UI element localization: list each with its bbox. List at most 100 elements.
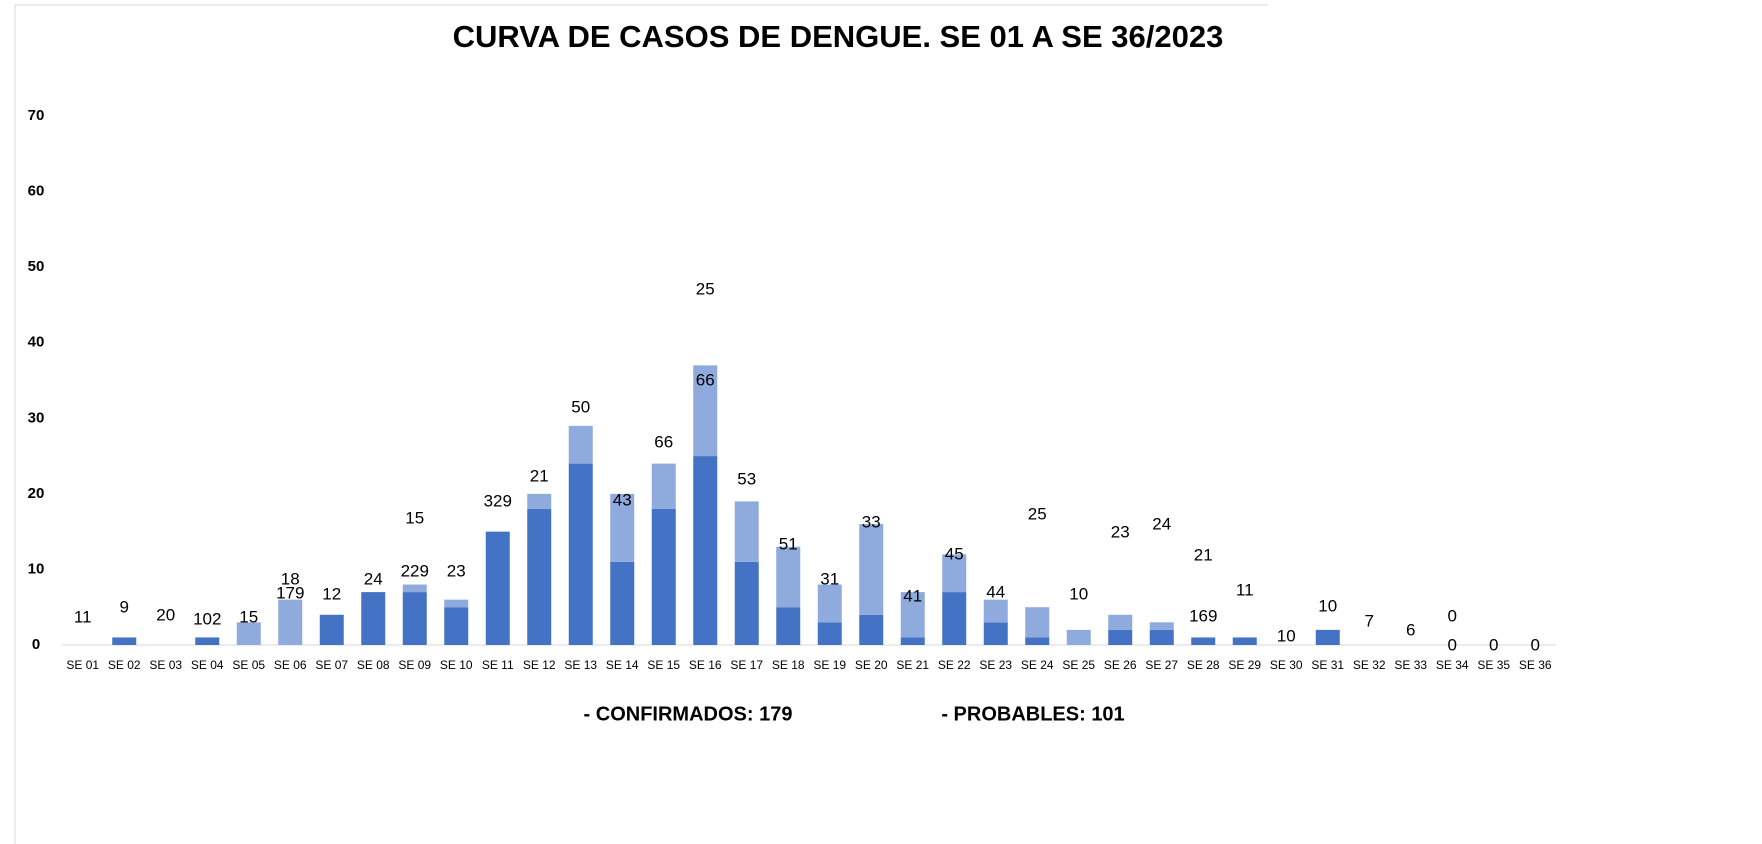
annotation: 45 <box>945 544 964 563</box>
bar-segment <box>983 599 1008 623</box>
x-tick-label: SE 31 <box>1311 658 1344 672</box>
x-tick-label: SE 06 <box>274 658 307 672</box>
annotation: 25 <box>1028 504 1047 523</box>
bar-segment <box>651 508 676 645</box>
annotation: 24 <box>364 569 383 588</box>
annotation: 18 <box>281 569 300 588</box>
x-tick-label: SE 34 <box>1436 658 1469 672</box>
annotation: 66 <box>696 370 715 389</box>
bar-segment <box>817 622 842 645</box>
annotation: 329 <box>484 491 512 510</box>
x-tick-label: SE 23 <box>979 658 1012 672</box>
bar-segment <box>361 592 386 645</box>
annotation: 6 <box>1406 620 1415 639</box>
bar-segment <box>1191 637 1216 645</box>
annotation: 44 <box>986 582 1005 601</box>
x-tick-label: SE 01 <box>66 658 99 672</box>
annotation: 9 <box>120 597 129 616</box>
annotation: 7 <box>1365 611 1374 630</box>
annotation: 10 <box>1069 584 1088 603</box>
bar-segment <box>444 607 469 645</box>
bar-segment <box>734 561 759 645</box>
annotation: 51 <box>779 534 798 553</box>
annotation: 21 <box>530 466 549 485</box>
bar-segment <box>1108 629 1133 645</box>
annotation: 23 <box>1111 522 1130 541</box>
bar-segment <box>1108 614 1133 630</box>
x-tick-label: SE 36 <box>1519 658 1552 672</box>
x-tick-label: SE 24 <box>1021 658 1054 672</box>
x-tick-label: SE 20 <box>855 658 888 672</box>
annotation: 41 <box>903 586 922 605</box>
x-tick-label: SE 16 <box>689 658 722 672</box>
bar-segment <box>278 599 303 645</box>
y-tick-label: 30 <box>28 409 45 426</box>
x-tick-label: SE 11 <box>482 658 514 672</box>
bar-segment <box>402 584 427 593</box>
bar-segment <box>319 614 344 645</box>
annotation: 15 <box>239 607 258 626</box>
bar-segment <box>1315 629 1340 645</box>
x-tick-label: SE 15 <box>647 658 680 672</box>
annotation: 24 <box>1152 514 1171 533</box>
bar-segment <box>859 614 884 645</box>
bar-segment <box>1066 629 1091 645</box>
bar-segment <box>527 508 552 645</box>
bar-segment <box>983 622 1008 645</box>
annotation: 11 <box>74 607 92 626</box>
x-tick-label: SE 14 <box>606 658 639 672</box>
x-tick-label: SE 02 <box>108 658 141 672</box>
x-tick-label: SE 05 <box>232 658 265 672</box>
annotation: 33 <box>862 512 881 531</box>
y-tick-label: 20 <box>28 485 45 502</box>
bar-segment <box>527 493 552 509</box>
x-tick-label: SE 10 <box>440 658 473 672</box>
annotation: 53 <box>737 469 756 488</box>
y-tick-label: 50 <box>28 258 45 275</box>
x-tick-label: SE 30 <box>1270 658 1303 672</box>
x-tick-label: SE 28 <box>1187 658 1220 672</box>
footer-probable: - PROBABLES: 101 <box>941 703 1124 725</box>
bar-segment <box>444 599 469 608</box>
x-tick-label: SE 08 <box>357 658 390 672</box>
x-tick-label: SE 25 <box>1062 658 1095 672</box>
chart-title: CURVA DE CASOS DE DENGUE. SE 01 A SE 36/… <box>453 19 1224 54</box>
annotation: 10 <box>1277 626 1296 645</box>
bar-segment <box>900 637 925 645</box>
bar-segment <box>610 493 635 562</box>
x-tick-label: SE 32 <box>1353 658 1386 672</box>
x-tick-label: SE 33 <box>1394 658 1427 672</box>
annotation: 0 <box>1489 635 1498 654</box>
x-tick-label: SE 19 <box>813 658 846 672</box>
annotation: 11 <box>1236 580 1254 599</box>
bar-segment <box>1025 607 1050 638</box>
annotation: 102 <box>193 609 221 628</box>
bar-segment <box>568 425 593 464</box>
annotation: 0 <box>1531 635 1540 654</box>
y-tick-label: 10 <box>28 560 45 577</box>
y-tick-label: 40 <box>28 334 45 351</box>
bar-segment <box>942 554 967 593</box>
y-tick-label: 0 <box>32 636 40 653</box>
bar-segment <box>693 456 718 645</box>
bar-segment <box>1232 637 1257 645</box>
annotation: 25 <box>696 279 715 298</box>
x-tick-label: SE 22 <box>938 658 971 672</box>
x-tick-label: SE 17 <box>730 658 763 672</box>
annotation: 0 <box>1448 635 1457 654</box>
x-tick-label: SE 09 <box>398 658 431 672</box>
x-tick-label: SE 04 <box>191 658 224 672</box>
x-tick-label: SE 21 <box>896 658 929 672</box>
annotation: 169 <box>1189 606 1217 625</box>
footer-confirmed: - CONFIRMADOS: 179 <box>584 703 793 725</box>
bar-segment <box>776 546 801 608</box>
annotation: 50 <box>571 397 590 416</box>
bar-segment <box>900 592 925 638</box>
bar-segment <box>236 622 261 645</box>
bar-segment <box>651 463 676 509</box>
x-tick-label: SE 35 <box>1477 658 1510 672</box>
x-tick-label: SE 27 <box>1145 658 1178 672</box>
bar-segment <box>942 592 967 645</box>
x-tick-label: SE 07 <box>315 658 348 672</box>
